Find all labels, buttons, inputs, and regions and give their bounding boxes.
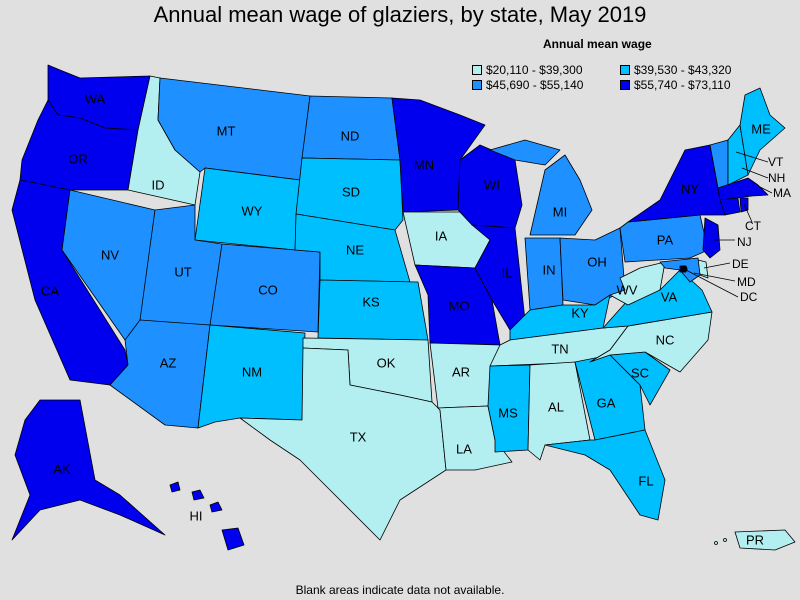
state-ct[interactable] bbox=[719, 197, 741, 216]
label-or: OR bbox=[68, 151, 88, 166]
label-wy: WY bbox=[242, 203, 263, 218]
callout-line-md bbox=[693, 272, 736, 282]
state-ak[interactable] bbox=[11, 399, 166, 541]
legend-item-1: $20,110 - $39,300 bbox=[472, 63, 583, 77]
label-nv: NV bbox=[101, 247, 119, 262]
legend-item-4: $55,740 - $73,110 bbox=[620, 78, 731, 92]
state-mi[interactable] bbox=[489, 139, 593, 236]
label-la: LA bbox=[456, 441, 472, 456]
state-wv[interactable] bbox=[609, 261, 666, 306]
state-ks[interactable] bbox=[317, 279, 429, 341]
legend-title: Annual mean wage bbox=[543, 37, 652, 51]
label-ct: CT bbox=[745, 219, 762, 233]
label-tn: TN bbox=[551, 341, 568, 356]
callout-line-ct bbox=[743, 203, 753, 223]
label-nj: NJ bbox=[737, 235, 752, 249]
label-mo: MO bbox=[449, 298, 470, 313]
legend-swatch-2 bbox=[620, 65, 630, 75]
state-ny[interactable] bbox=[627, 144, 726, 223]
legend-swatch-1 bbox=[472, 65, 482, 75]
label-ks: KS bbox=[362, 294, 380, 309]
state-nc[interactable] bbox=[589, 311, 713, 373]
callout-line-vt bbox=[735, 151, 769, 163]
callout-line-nh bbox=[741, 167, 769, 179]
label-co: CO bbox=[258, 282, 278, 297]
label-ma: MA bbox=[773, 186, 791, 200]
state-nj[interactable] bbox=[702, 217, 721, 259]
legend-swatch-3 bbox=[472, 80, 482, 90]
label-me: ME bbox=[751, 121, 771, 136]
label-dc: DC bbox=[740, 290, 758, 304]
label-wi: WI bbox=[484, 177, 500, 192]
label-ky: KY bbox=[571, 305, 589, 320]
label-mn: MN bbox=[414, 157, 434, 172]
label-hi: HI bbox=[190, 508, 203, 523]
label-vt: VT bbox=[768, 155, 784, 169]
label-az: AZ bbox=[160, 355, 177, 370]
pr-islet-a bbox=[714, 541, 718, 545]
label-ut: UT bbox=[174, 264, 191, 279]
label-ms: MS bbox=[498, 405, 518, 420]
label-mt: MT bbox=[217, 123, 236, 138]
label-wv: WV bbox=[617, 282, 638, 297]
label-ne: NE bbox=[346, 242, 364, 257]
label-pr: PR bbox=[746, 532, 764, 547]
state-sd[interactable] bbox=[295, 157, 404, 231]
legend-swatch-4 bbox=[620, 80, 630, 90]
label-ca: CA bbox=[41, 283, 59, 298]
label-ok: OK bbox=[377, 355, 396, 370]
label-nh: NH bbox=[768, 171, 785, 185]
callout-line-de bbox=[703, 262, 731, 269]
callout-line-ma bbox=[757, 185, 773, 194]
label-ny: NY bbox=[681, 181, 699, 196]
legend-item-3: $45,690 - $55,140 bbox=[472, 78, 583, 92]
label-nc: NC bbox=[656, 332, 675, 347]
callout-lines bbox=[683, 151, 773, 298]
label-de: DE bbox=[732, 257, 749, 271]
state-il[interactable] bbox=[471, 224, 526, 331]
legend-item-2: $39,530 - $43,320 bbox=[620, 63, 731, 77]
legend-label-1: $20,110 - $39,300 bbox=[486, 63, 583, 77]
state-fl[interactable] bbox=[544, 429, 666, 521]
label-al: AL bbox=[548, 399, 564, 414]
label-mi: MI bbox=[553, 204, 567, 219]
label-wa: WA bbox=[85, 91, 106, 106]
label-tx: TX bbox=[350, 429, 367, 444]
label-id: ID bbox=[152, 177, 165, 192]
label-il: IL bbox=[502, 265, 513, 280]
label-in: IN bbox=[543, 262, 556, 277]
label-sd: SD bbox=[342, 184, 360, 199]
label-fl: FL bbox=[638, 473, 653, 488]
state-pr[interactable] bbox=[734, 529, 796, 551]
legend-label-3: $45,690 - $55,140 bbox=[486, 78, 584, 92]
map-title: Annual mean wage of glaziers, by state, … bbox=[153, 2, 647, 27]
label-md: MD bbox=[737, 275, 756, 289]
footnote: Blank areas indicate data not available. bbox=[295, 583, 505, 597]
legend-label-4: $55,740 - $73,110 bbox=[634, 78, 731, 92]
label-ga: GA bbox=[597, 395, 616, 410]
legend-label-2: $39,530 - $43,320 bbox=[634, 63, 732, 77]
label-sc: SC bbox=[631, 365, 649, 380]
label-nm: NM bbox=[242, 364, 262, 379]
state-tx[interactable] bbox=[239, 347, 447, 541]
label-nd: ND bbox=[341, 128, 360, 143]
label-oh: OH bbox=[587, 254, 607, 269]
label-pa: PA bbox=[657, 232, 674, 247]
pr-islet-b bbox=[723, 538, 727, 542]
label-ak: AK bbox=[53, 461, 71, 476]
state-wi[interactable] bbox=[457, 144, 523, 229]
label-ia: IA bbox=[435, 228, 448, 243]
callout-line-dc bbox=[683, 268, 739, 298]
label-va: VA bbox=[661, 289, 678, 304]
label-ar: AR bbox=[452, 364, 470, 379]
state-hi[interactable] bbox=[169, 481, 245, 551]
